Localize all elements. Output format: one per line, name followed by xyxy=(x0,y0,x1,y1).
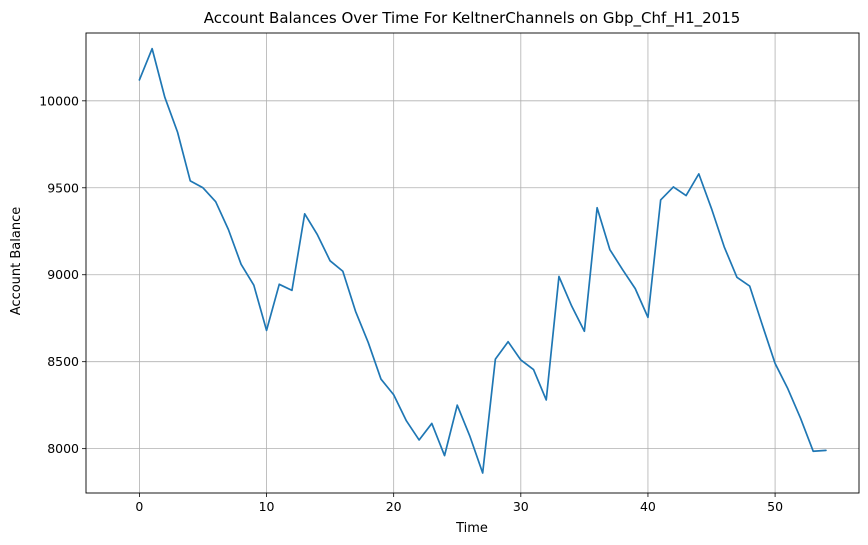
x-tick-label: 40 xyxy=(640,499,656,514)
plot-area-frame xyxy=(85,32,860,494)
x-tick-label: 30 xyxy=(513,499,529,514)
y-axis: 8000 8500 9000 9500 10000 xyxy=(39,93,86,456)
y-tick-label: 9500 xyxy=(47,180,79,195)
x-axis: 0 10 20 30 40 50 xyxy=(135,493,783,514)
y-axis-title: Account Balance xyxy=(9,207,24,315)
x-tick-label: 50 xyxy=(767,499,783,514)
y-tick-label: 10000 xyxy=(39,93,79,108)
x-tick-label: 0 xyxy=(135,499,143,514)
y-tick-label: 8000 xyxy=(47,441,79,456)
series-layer xyxy=(138,47,827,474)
x-tick-label: 20 xyxy=(386,499,402,514)
x-axis-title: Time xyxy=(455,521,488,536)
y-tick-label: 8500 xyxy=(47,354,79,369)
y-tick-label: 9000 xyxy=(47,267,79,282)
x-tick-label: 10 xyxy=(259,499,275,514)
grid-lines xyxy=(86,33,859,493)
series-line xyxy=(138,47,827,474)
chart-title: Account Balances Over Time For KeltnerCh… xyxy=(204,9,741,28)
